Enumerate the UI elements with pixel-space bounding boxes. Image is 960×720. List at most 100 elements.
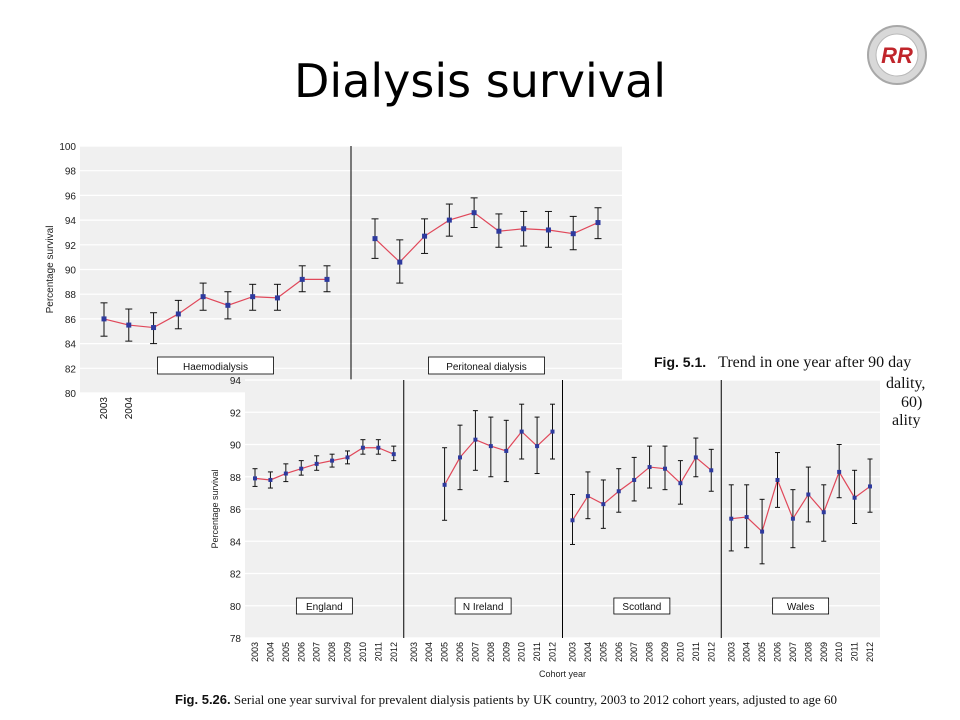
data-point bbox=[852, 495, 857, 500]
data-point bbox=[200, 294, 206, 300]
x-tick-label: 2008 bbox=[645, 642, 655, 662]
panel-label-box bbox=[772, 597, 830, 615]
data-point bbox=[521, 226, 527, 232]
series-line-scotland bbox=[571, 456, 712, 521]
data-point bbox=[283, 471, 288, 476]
data-point bbox=[663, 466, 667, 471]
series-line-n-ireland bbox=[444, 430, 553, 486]
x-tick-label: 2012 bbox=[865, 642, 875, 662]
panel-label-box bbox=[454, 597, 512, 615]
panel-label: England bbox=[306, 602, 343, 613]
x-tick-label: 2007 bbox=[312, 642, 322, 662]
chart-uk-countries: 78 80 82 84 86 88 90 92 94 Percentage survival Eng… bbox=[210, 376, 880, 679]
x-tick-label: 2012 bbox=[389, 642, 399, 662]
data-point bbox=[391, 452, 396, 457]
y-axis-label: Percentage survival bbox=[45, 226, 56, 314]
x-tick-label: 2008 bbox=[486, 642, 496, 662]
data-point bbox=[446, 217, 452, 223]
caption-line-1: Trend in one year after 90 day bbox=[718, 354, 912, 371]
data-point bbox=[632, 477, 637, 482]
caption-fig-label-bottom: Fig. 5.26. bbox=[175, 692, 231, 707]
data-point bbox=[821, 510, 826, 515]
x-tick-label: 2004 bbox=[742, 642, 752, 662]
data-point bbox=[360, 445, 365, 450]
panel-label: Scotland bbox=[622, 602, 661, 613]
data-point bbox=[709, 468, 714, 473]
data-point bbox=[458, 455, 462, 460]
data-point bbox=[473, 437, 478, 442]
x-tick-label: 2007 bbox=[788, 642, 798, 662]
y-tick-label: 88 bbox=[230, 473, 242, 484]
data-point bbox=[868, 484, 872, 489]
y-tick-label: 92 bbox=[230, 408, 242, 419]
x-tick-label: 2008 bbox=[803, 642, 813, 662]
caption-line-2: dality, bbox=[886, 375, 926, 392]
data-point bbox=[837, 469, 842, 474]
x-tick-label: 2006 bbox=[614, 642, 624, 662]
x-tick-label: 2009 bbox=[819, 642, 829, 662]
data-point bbox=[550, 429, 555, 434]
x-tick-label: 2009 bbox=[660, 642, 670, 662]
x-tick-label: 2007 bbox=[470, 642, 480, 662]
panel-label-box bbox=[613, 597, 671, 615]
x-tick-label: 2010 bbox=[517, 642, 527, 662]
x-tick-label: 2011 bbox=[691, 642, 701, 661]
data-point bbox=[545, 227, 551, 233]
x-tick-label: 2009 bbox=[501, 642, 511, 662]
data-point bbox=[471, 210, 477, 216]
y-tick-label: 82 bbox=[65, 364, 77, 375]
data-point bbox=[126, 322, 132, 328]
data-point bbox=[101, 316, 107, 322]
x-tick-label: 2010 bbox=[358, 642, 368, 662]
y-tick-label: 90 bbox=[65, 266, 77, 277]
data-point bbox=[806, 492, 811, 497]
data-point bbox=[496, 228, 502, 234]
x-tick-label: 2003 bbox=[99, 397, 110, 420]
chart-haemo-vs-pd: 80 82 84 86 88 90 92 94 96 98 100 Percentage surviv… bbox=[45, 142, 622, 420]
x-tick-label: 2010 bbox=[675, 642, 685, 662]
x-tick-label: 2004 bbox=[424, 642, 434, 662]
data-point bbox=[744, 515, 749, 520]
data-point bbox=[299, 276, 305, 282]
y-tick-label: 90 bbox=[230, 441, 242, 452]
renal-registry-logo-icon: RR bbox=[867, 25, 927, 85]
y-tick-label: 84 bbox=[65, 340, 77, 351]
data-point bbox=[570, 231, 576, 237]
data-point bbox=[299, 466, 304, 471]
series-line-england bbox=[254, 447, 394, 481]
y-tick-label: 94 bbox=[230, 376, 242, 387]
data-point bbox=[442, 482, 447, 487]
x-tick-label: 2005 bbox=[440, 642, 450, 662]
data-point bbox=[151, 325, 157, 331]
data-point bbox=[372, 236, 378, 242]
data-point bbox=[314, 461, 319, 466]
x-tick-label: 2005 bbox=[598, 642, 608, 662]
x-tick-label: 2006 bbox=[296, 642, 306, 662]
data-point bbox=[225, 302, 231, 308]
y-tick-label: 86 bbox=[65, 315, 77, 326]
data-point bbox=[250, 294, 256, 300]
x-tick-label: 2003 bbox=[726, 642, 736, 662]
x-tick-label: 2006 bbox=[455, 642, 465, 662]
data-point bbox=[253, 476, 257, 481]
caption-text-bottom: Serial one year survival for prevalent d… bbox=[233, 692, 838, 707]
data-point bbox=[345, 455, 350, 460]
data-point bbox=[790, 516, 795, 521]
data-point bbox=[535, 444, 540, 449]
data-point bbox=[175, 311, 181, 317]
panel-label: Peritoneal dialysis bbox=[446, 362, 527, 373]
y-tick-label: 80 bbox=[230, 602, 242, 613]
series-line-peritoneal-dialysis bbox=[374, 212, 599, 263]
figure-5-26-caption: Fig. 5.26. Serial one year survival for … bbox=[175, 692, 837, 708]
data-point bbox=[585, 494, 590, 499]
data-point bbox=[397, 259, 403, 265]
panel-label: Wales bbox=[787, 602, 814, 613]
x-tick-label: 2007 bbox=[629, 642, 639, 662]
x-tick-label: 2006 bbox=[773, 642, 783, 662]
panel-label-box bbox=[295, 597, 353, 615]
series-line-haemodialysis bbox=[103, 278, 327, 329]
x-tick-label: 2010 bbox=[834, 642, 844, 662]
x-tick-label: 2003 bbox=[409, 642, 419, 662]
caption-fig-label: Fig. 5.1. bbox=[654, 354, 707, 370]
logo-text: RR bbox=[881, 43, 913, 68]
